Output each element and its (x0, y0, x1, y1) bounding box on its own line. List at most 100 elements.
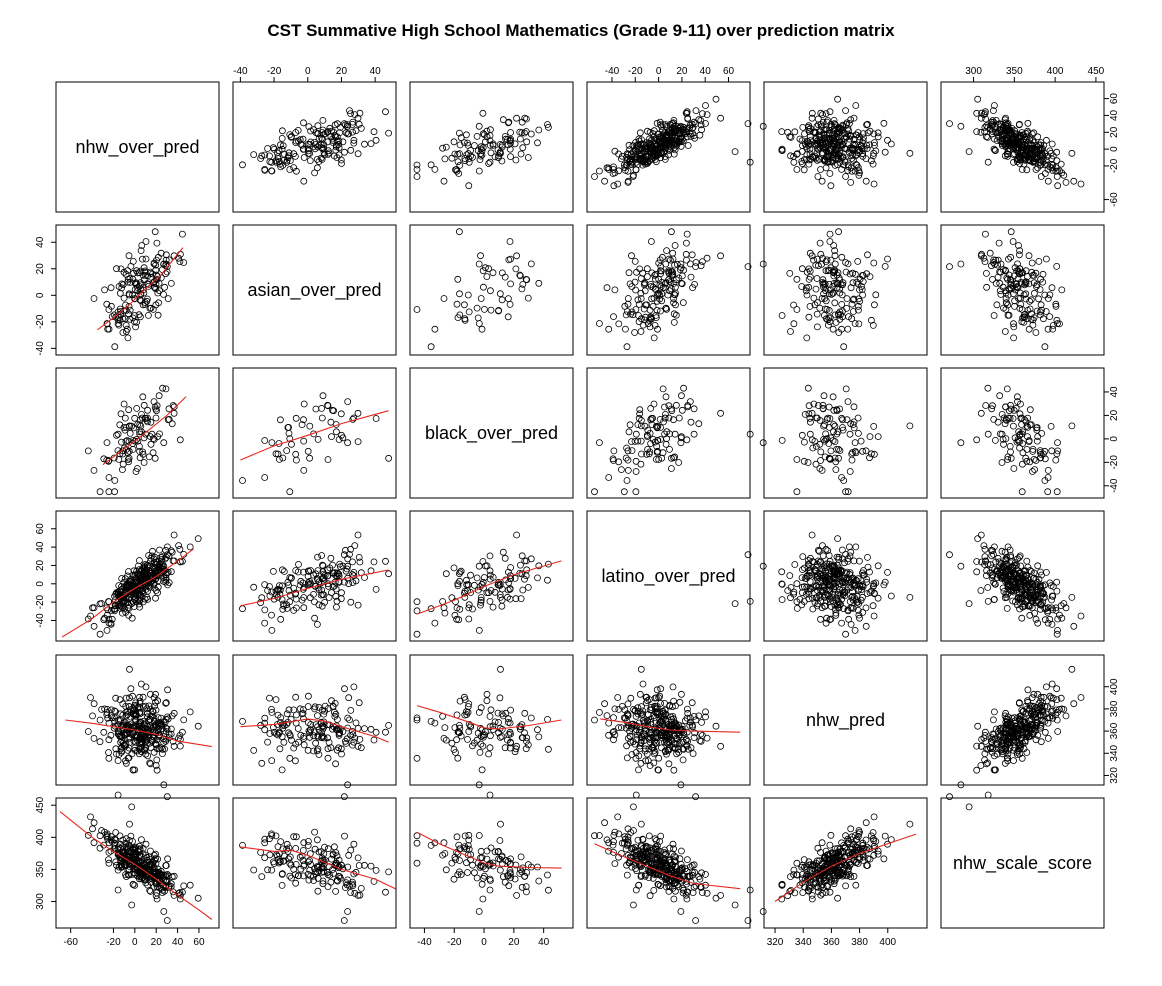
data-point (169, 421, 175, 427)
data-point (732, 601, 738, 607)
data-point (843, 108, 849, 114)
data-point (985, 792, 991, 798)
data-point (333, 711, 339, 717)
data-point (171, 410, 177, 416)
data-point (269, 612, 275, 618)
data-point (779, 597, 785, 603)
data-point (301, 467, 307, 473)
data-point (500, 549, 506, 555)
data-point (487, 792, 493, 798)
data-point (693, 108, 699, 114)
data-point (624, 755, 630, 761)
data-point (873, 292, 879, 298)
data-point (978, 588, 984, 594)
data-point (452, 612, 458, 618)
data-point (432, 166, 438, 172)
data-point (668, 229, 674, 235)
data-point (356, 700, 362, 706)
panel-nhw_over_pred-asian_over_pred (56, 225, 219, 355)
data-point (1004, 605, 1010, 611)
panel-nhw_scale_score-asian_over_pred (941, 225, 1104, 355)
data-point (154, 240, 160, 246)
data-point (295, 726, 301, 732)
data-point (947, 121, 953, 127)
data-point (627, 422, 633, 428)
data-point (1053, 457, 1059, 463)
data-point (465, 736, 471, 742)
data-point (1035, 563, 1041, 569)
data-point (604, 713, 610, 719)
data-point (466, 159, 472, 165)
data-point (683, 251, 689, 257)
data-point (1069, 666, 1075, 672)
data-point (863, 623, 869, 629)
data-point (487, 598, 493, 604)
data-point (1045, 489, 1051, 495)
data-point (1019, 167, 1025, 173)
data-point (126, 253, 132, 259)
data-point (523, 129, 529, 135)
data-point (839, 547, 845, 553)
data-point (134, 405, 140, 411)
data-point (353, 128, 359, 134)
data-point (497, 291, 503, 297)
variable-label-black_over_pred: black_over_pred (425, 423, 558, 444)
data-point (852, 440, 858, 446)
panel-frame (941, 368, 1104, 498)
data-point (794, 581, 800, 587)
data-point (1011, 466, 1017, 472)
data-point (671, 311, 677, 317)
data-point (487, 127, 493, 133)
data-point (129, 804, 135, 810)
data-point (278, 616, 284, 622)
data-point (843, 631, 849, 637)
data-point (101, 729, 107, 735)
data-point (466, 183, 472, 189)
data-point (91, 467, 97, 473)
data-point (168, 280, 174, 286)
data-point (355, 410, 361, 416)
data-point (487, 713, 493, 719)
data-point (476, 321, 482, 327)
data-point (985, 598, 991, 604)
data-point (615, 181, 621, 187)
data-point (373, 586, 379, 592)
data-point (456, 229, 462, 235)
data-point (348, 599, 354, 605)
data-point (313, 406, 319, 412)
data-point (799, 266, 805, 272)
data-point (966, 149, 972, 155)
data-point (177, 743, 183, 749)
data-point (325, 402, 331, 408)
data-point (414, 631, 420, 637)
variable-label-nhw_over_pred: nhw_over_pred (75, 137, 199, 158)
data-point (818, 616, 824, 622)
data-point (487, 288, 493, 294)
data-point (528, 715, 534, 721)
data-point (102, 287, 108, 293)
data-point (982, 231, 988, 237)
data-point (145, 312, 151, 318)
data-point (267, 593, 273, 599)
data-point (958, 440, 964, 446)
data-point (814, 311, 820, 317)
data-point (670, 684, 676, 690)
data-point (974, 437, 980, 443)
data-point (978, 410, 984, 416)
data-point (1049, 285, 1055, 291)
data-point (842, 560, 848, 566)
data-point (141, 402, 147, 408)
data-point (833, 319, 839, 325)
data-point (992, 437, 998, 443)
data-point (476, 123, 482, 129)
data-point (293, 415, 299, 421)
data-point (307, 595, 313, 601)
data-point (684, 257, 690, 263)
data-point (486, 161, 492, 167)
data-point (622, 326, 628, 332)
data-point (345, 440, 351, 446)
data-point (262, 620, 268, 626)
data-point (794, 276, 800, 282)
panels-layer: nhw_over_predasian_over_predblack_over_p… (35, 66, 1120, 948)
